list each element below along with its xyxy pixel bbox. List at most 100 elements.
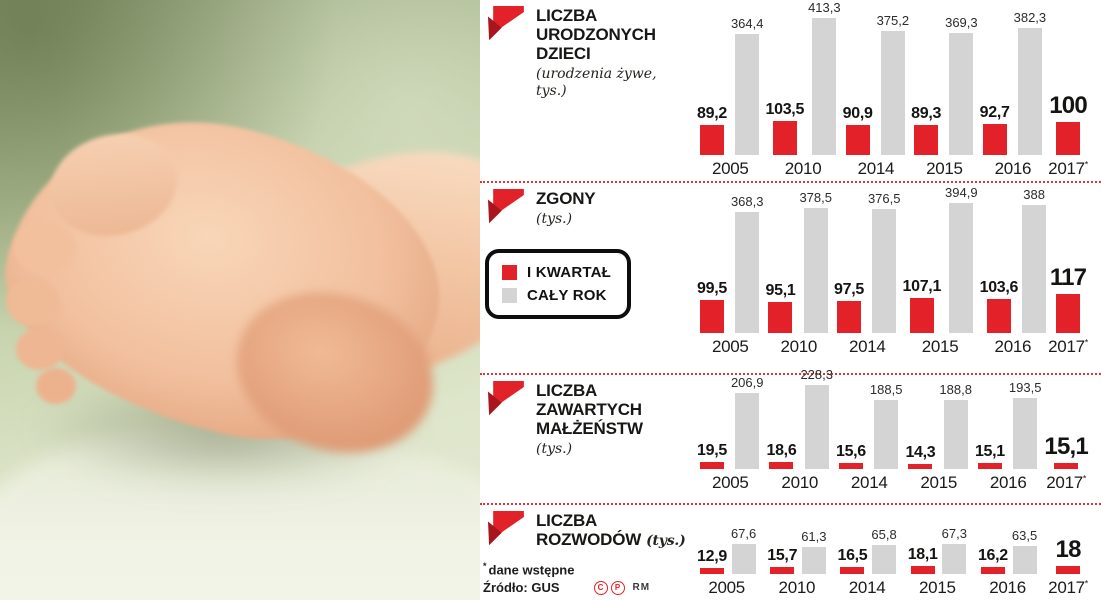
full-year-bar-column: 63,5 [1012, 529, 1037, 574]
year-label: 2010 [781, 473, 819, 492]
section-title: ROZWODÓW (tys.) [536, 530, 686, 550]
bar-chart-births: 89,2 364,4 2005 103,5 413,3 2010 90,9 375,2 2014… [692, 0, 1101, 181]
year-footnote-marker: * [1084, 159, 1089, 170]
year-label: 2005 [711, 473, 749, 492]
full-year-bar [735, 34, 760, 155]
bar-pair: 103,5 413,3 [766, 1, 841, 155]
year-group: 18,1 67,3 2015 [908, 527, 967, 600]
full-year-legend-swatch [502, 288, 517, 303]
q1-bar [910, 566, 935, 574]
year-label: 2010 [778, 578, 816, 597]
full-year-value-label: 369,3 [945, 15, 978, 30]
section-title: ZAWARTYCH [536, 400, 642, 420]
q1-value-label: 89,3 [911, 105, 942, 122]
year-label: 2005 [708, 578, 745, 597]
q1-value-label: 16,5 [837, 547, 868, 564]
q1-bar [908, 464, 933, 469]
year-label: 2014 [848, 578, 886, 597]
section-header: LICZBA ROZWODÓW (tys.) * dane wstępne Źródło:… [480, 505, 692, 600]
year-group: 15,1 193,5 2016 [975, 381, 1042, 495]
year-label: 2017* [1048, 159, 1089, 178]
full-year-bar [812, 18, 837, 155]
section-header: LICZBA ZAWARTYCH MAŁŻEŃSTW (tys.) [480, 375, 692, 503]
q1-bar-column: 12,9 [697, 549, 727, 574]
q1-bar-column: 18 [1056, 538, 1081, 574]
section-subtitle: (tys.) [536, 441, 573, 458]
full-year-bar-column: 378,5 [799, 191, 832, 333]
q1-value-label: 18,1 [907, 546, 938, 563]
full-year-bar-column: 188,5 [869, 382, 903, 469]
bar-pair: 89,2 364,4 [697, 17, 764, 155]
year-group: 14,3 188,8 2015 [905, 383, 972, 495]
year-group: 100 2017* [1048, 94, 1088, 181]
bar-pair: 95,1 378,5 [765, 191, 832, 333]
year-label: 2017* [1046, 473, 1087, 492]
full-year-value-label: 228,3 [800, 367, 833, 382]
baby-toe [14, 222, 76, 274]
full-year-bar [1022, 205, 1047, 333]
full-year-bar-column: 193,5 [1008, 380, 1042, 469]
year-group: 12,9 67,6 2005 [697, 527, 756, 600]
q1-value-label: 89,2 [697, 105, 727, 122]
q1-value-label: 14,3 [905, 444, 936, 461]
year-label: 2016 [994, 159, 1032, 178]
year-group: 18,6 228,3 2010 [766, 368, 833, 495]
full-year-bar-column: 388 [1022, 187, 1047, 333]
q1-bar [986, 299, 1011, 333]
q1-value-label: 15,1 [974, 443, 1005, 460]
section-title: LICZBA [536, 6, 598, 25]
full-year-value-label: 67,6 [730, 526, 757, 541]
section-marriages: LICZBA ZAWARTYCH MAŁŻEŃSTW (tys.) 19,5 206,9 2… [480, 368, 1101, 503]
q1-bar [836, 301, 861, 333]
q1-value-label: 95,1 [765, 282, 796, 299]
full-year-value-label: 188,5 [869, 382, 903, 397]
full-year-bar-column: 394,9 [945, 186, 978, 333]
q1-bar-column: 89,3 [911, 106, 941, 155]
section-title-block: LICZBA ZAWARTYCH MAŁŻEŃSTW (tys.) [536, 380, 643, 503]
bar-pair: 14,3 188,8 [905, 383, 972, 469]
red-ribbon-icon [488, 189, 525, 224]
full-year-value-label: 368,3 [730, 194, 764, 209]
section-title-block: LICZBA ROZWODÓW (tys.) [536, 510, 686, 600]
section-title: MAŁŻEŃSTW [536, 419, 643, 439]
bar-pair: 92,7 382,3 [980, 11, 1046, 155]
section-header: ZGONY (tys.) I KWARTAŁ CAŁY ROK [480, 183, 692, 373]
full-year-bar-column: 65,8 [871, 528, 897, 574]
section-header: LICZBA URODZONYCH DZIECI (urodzenia żywe, t… [480, 0, 692, 181]
bar-pair: 18 [1056, 538, 1081, 574]
full-year-value-label: 188,8 [939, 382, 972, 397]
red-ribbon-icon [488, 511, 525, 546]
q1-bar [845, 125, 870, 155]
full-year-value-label: 388 [1023, 187, 1045, 202]
q1-bar-column: 14,3 [905, 444, 936, 469]
bar-chart-marriages: 19,5 206,9 2005 18,6 228,3 2010 15,6 188,5 2014 1… [692, 368, 1101, 503]
full-year-bar [949, 33, 974, 155]
bar-chart-divorces: 12,9 67,6 2005 15,7 61,3 2010 16,5 65,8 2014 18,1… [692, 505, 1101, 600]
brand-mark: RM [632, 582, 651, 593]
bar-pair: 15,1 [1044, 433, 1089, 469]
section-subtitle: (tys.) [646, 533, 686, 550]
legend: I KWARTAŁ CAŁY ROK [485, 249, 632, 319]
section-title: URODZONYCH [536, 25, 656, 45]
full-year-bar-column: 413,3 [808, 1, 841, 155]
q1-bar [977, 463, 1002, 469]
full-year-bar [735, 393, 760, 469]
full-year-bar [942, 544, 967, 574]
year-footnote-marker: * [1082, 473, 1087, 484]
year-footnote-marker: * [1084, 578, 1089, 589]
q1-bar-column: 103,5 [766, 102, 804, 155]
footnote: * dane wstępne Źródło: GUS C P RM [483, 561, 650, 595]
q1-bar [840, 567, 865, 574]
full-year-value-label: 193,5 [1008, 380, 1042, 395]
q1-bar-column: 90,9 [843, 106, 873, 155]
full-year-bar-column: 61,3 [801, 530, 827, 574]
sections-container: LICZBA URODZONYCH DZIECI (urodzenia żywe, t… [480, 0, 1101, 600]
bar-pair: 117 [1050, 266, 1087, 333]
q1-legend-swatch [502, 265, 517, 280]
q1-bar [699, 300, 724, 333]
full-year-value-label: 206,9 [730, 375, 764, 390]
bar-pair: 99,5 368,3 [697, 195, 764, 333]
q1-value-label: 15,1 [1044, 433, 1088, 460]
q1-bar-column: 15,1 [975, 444, 1005, 469]
